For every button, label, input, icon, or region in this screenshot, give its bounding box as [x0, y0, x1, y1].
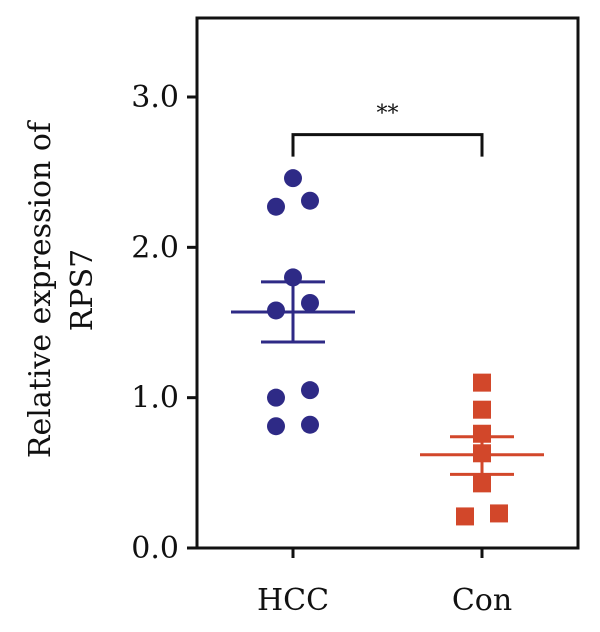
data-point-hcc: [267, 388, 285, 407]
data-point-con: [473, 373, 491, 392]
data-point-hcc: [301, 293, 319, 312]
data-point-con: [490, 504, 508, 523]
y-axis-title-line-1: Relative expression of: [23, 120, 58, 458]
data-point-con: [456, 507, 474, 526]
y-tick-label: 1.0: [131, 381, 179, 416]
significance-bracket: [291, 133, 484, 157]
data-point-con: [473, 400, 491, 419]
y-tick-label: 2.0: [131, 230, 179, 265]
y-axis-title: Relative expression of RPS7: [23, 120, 100, 458]
data-point-hcc: [284, 268, 302, 287]
data-point-hcc: [267, 417, 285, 436]
data-point-hcc: [267, 301, 285, 320]
data-marks: **: [231, 102, 544, 526]
data-point-con: [473, 444, 491, 463]
x-tick-label: Con: [452, 583, 512, 618]
data-point-hcc: [301, 381, 319, 400]
data-point-con: [473, 474, 491, 493]
data-point-hcc: [284, 169, 302, 188]
y-tick-label: 0.0: [131, 531, 179, 566]
data-point-hcc: [267, 197, 285, 216]
x-tick-label: HCC: [257, 583, 329, 618]
plot-frame: [195, 16, 580, 550]
data-point-hcc: [301, 191, 319, 210]
data-point-hcc: [301, 415, 319, 434]
significance-label: **: [377, 102, 399, 127]
y-axis-title-line-2: RPS7: [65, 249, 100, 331]
y-tick-label: 3.0: [131, 80, 179, 115]
data-point-con: [473, 424, 491, 443]
axes: 0.0 1.0 2.0 3.0 HCC Con: [131, 16, 580, 618]
